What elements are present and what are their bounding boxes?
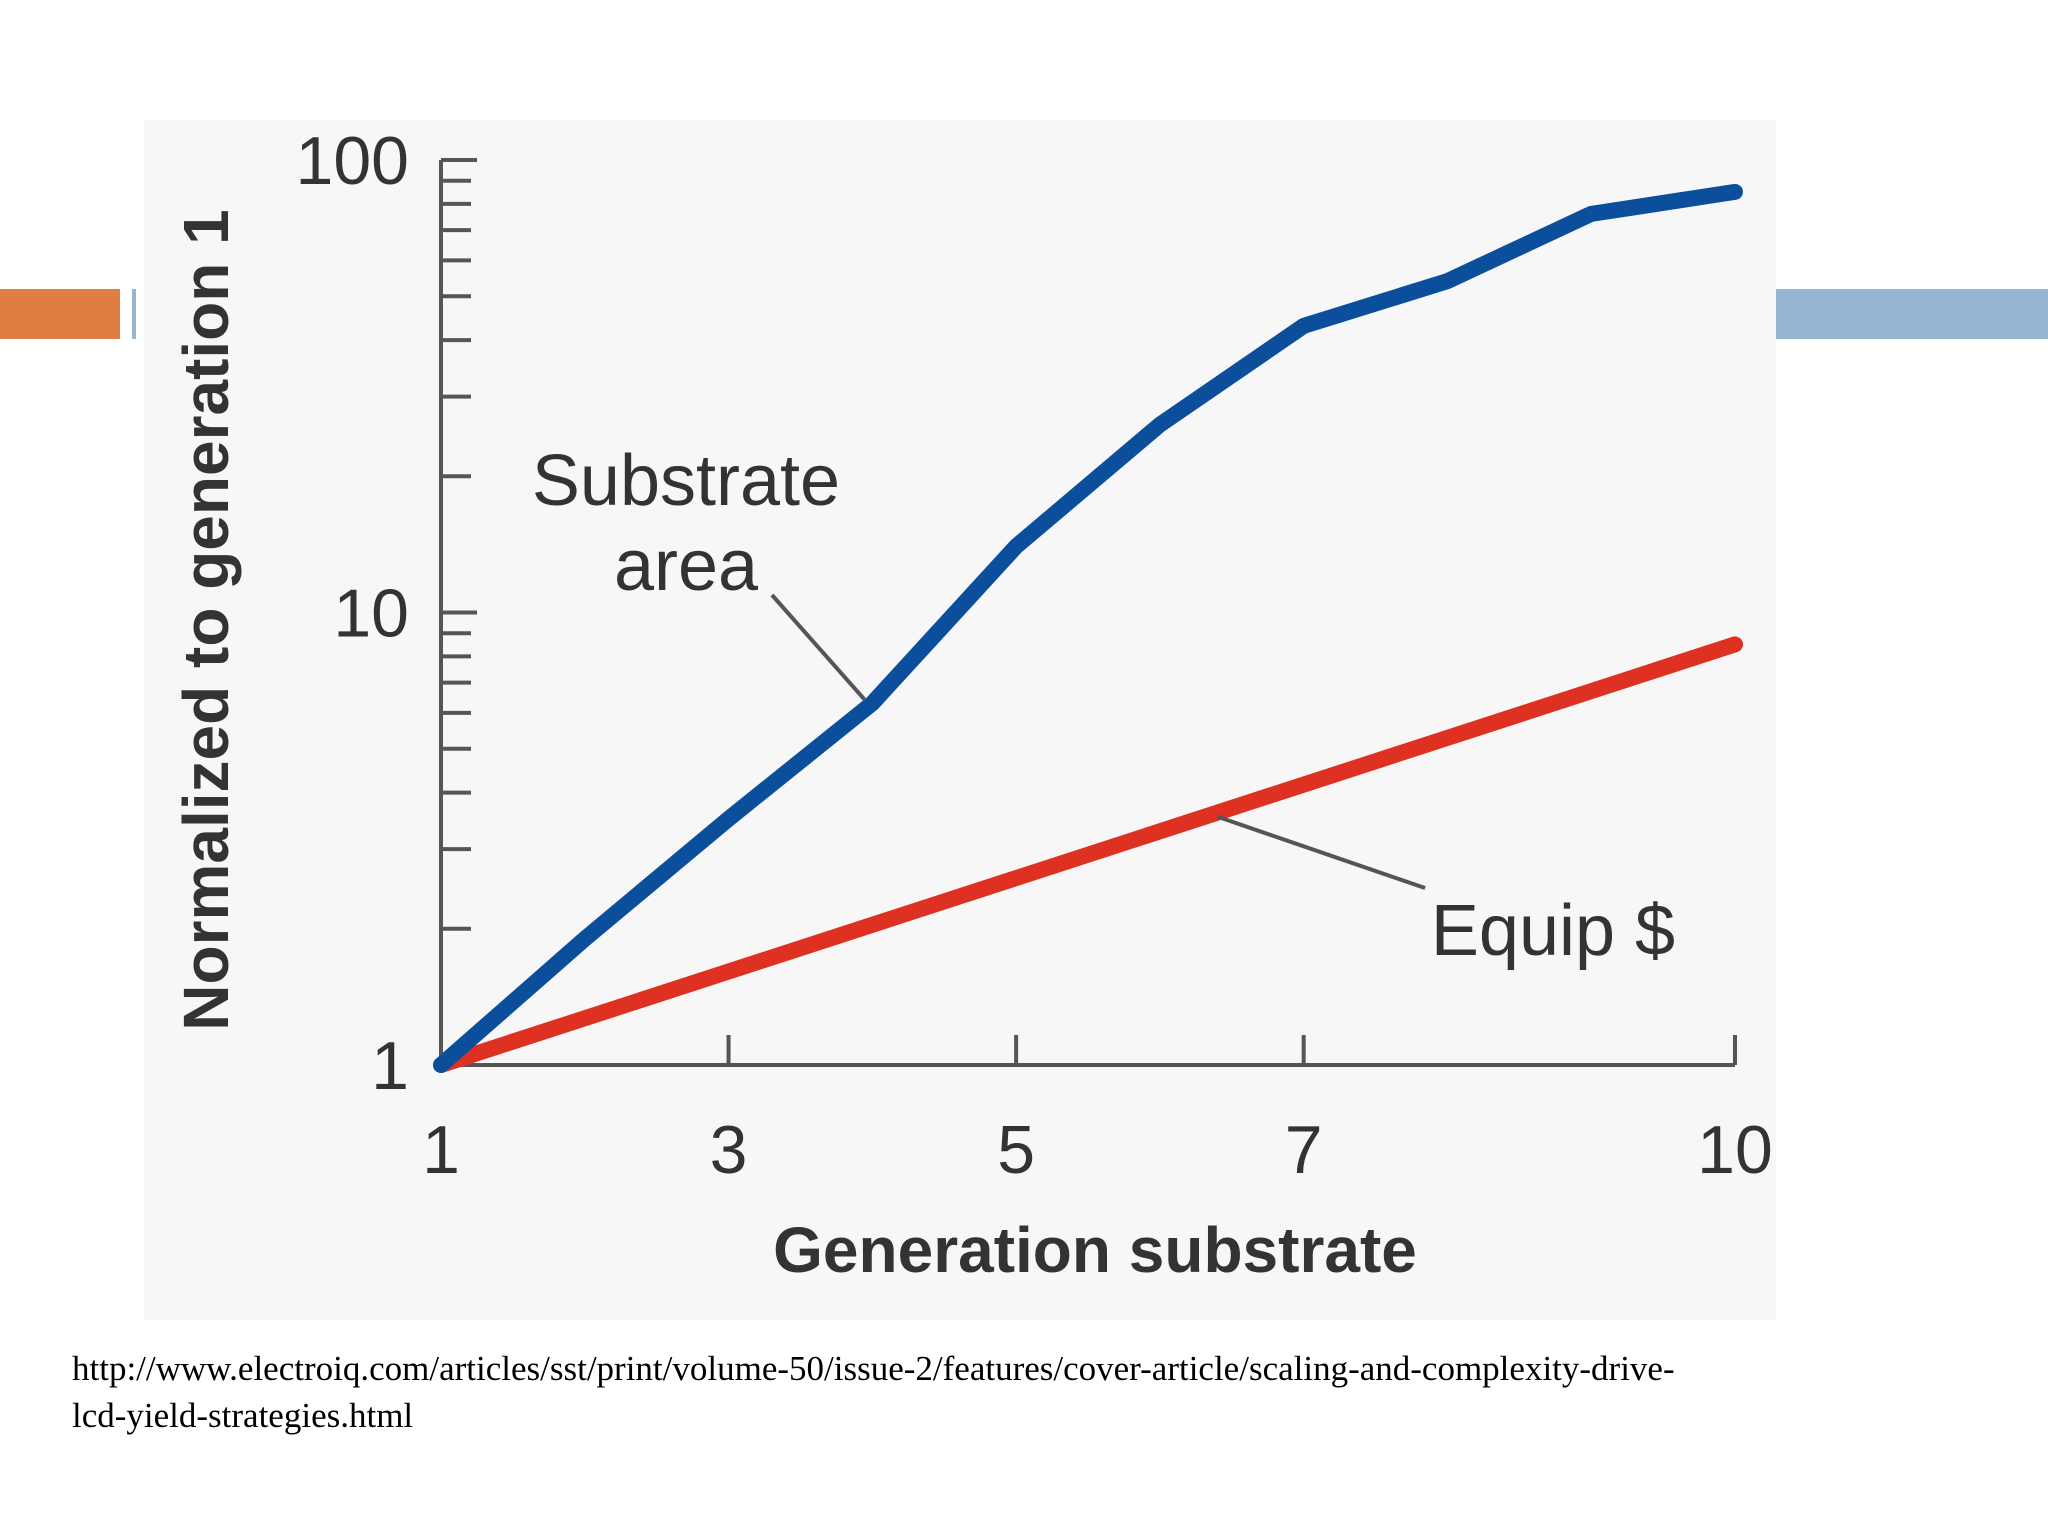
- y-tick-label: 100: [296, 123, 409, 199]
- chart-series: [433, 183, 1743, 1073]
- leader-line-substrate-area: [770, 593, 866, 701]
- x-tick-label: 5: [997, 1112, 1035, 1188]
- series-line-equip: [433, 636, 1743, 1073]
- y-axis-label: Normalized to generation 1: [170, 209, 242, 1030]
- y-tick-label: 10: [333, 576, 409, 652]
- chart-ticks: 1 10 100 1 3 5 7 10: [296, 123, 1773, 1188]
- x-tick-label: 3: [710, 1112, 748, 1188]
- orange-accent-bar: [0, 289, 120, 339]
- source-line-1: http://www.electroiq.com/articles/sst/pr…: [72, 1349, 1675, 1388]
- x-tick-label: 10: [1697, 1112, 1773, 1188]
- annotation-substrate-line2: area: [614, 526, 759, 606]
- y-tick-label: 1: [371, 1028, 409, 1104]
- source-citation: http://www.electroiq.com/articles/sst/pr…: [72, 1345, 1972, 1439]
- leader-line-equip: [1216, 814, 1426, 890]
- thin-accent-bar: [132, 289, 136, 339]
- x-axis-label: Generation substrate: [773, 1214, 1417, 1286]
- x-tick-label: 7: [1285, 1112, 1323, 1188]
- x-tick-label: 1: [422, 1112, 460, 1188]
- source-line-2: lcd-yield-strategies.html: [72, 1396, 414, 1435]
- blue-accent-bar: [1775, 289, 2048, 339]
- annotation-equip: Equip $: [1431, 891, 1675, 971]
- series-line-substrate-area: [433, 183, 1743, 1073]
- annotation-substrate-line1: Substrate: [532, 441, 840, 521]
